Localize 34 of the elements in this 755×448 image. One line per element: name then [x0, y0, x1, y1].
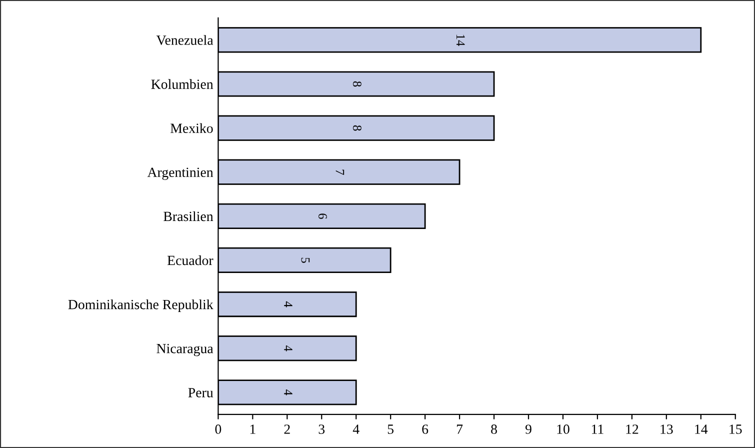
- data-label: 8: [352, 81, 362, 87]
- data-label: 4: [284, 301, 292, 308]
- y-tick-label: Ecuador: [167, 255, 214, 266]
- y-tick-label: Dominikanische Republik: [68, 299, 214, 312]
- x-tick-label: 3: [318, 424, 325, 434]
- x-tick-label: 8: [491, 424, 497, 434]
- data-label: 6: [318, 214, 327, 219]
- y-tick-label: Peru: [188, 388, 214, 398]
- data-label: 4: [284, 389, 292, 396]
- y-tick-label: Venezuela: [156, 35, 214, 45]
- data-label: 4: [284, 345, 292, 352]
- x-tick-label: 0: [215, 424, 222, 434]
- x-tick-label: 10: [557, 424, 570, 434]
- x-tick-label: 9: [525, 424, 532, 434]
- x-tick-label: 6: [422, 424, 428, 434]
- x-tick-label: 12: [626, 424, 638, 434]
- x-tick-label: 15: [730, 424, 742, 434]
- y-tick-label: Brasilien: [164, 211, 214, 222]
- y-tick-label: Argentinien: [147, 168, 214, 180]
- x-tick-label: 1: [250, 424, 256, 434]
- data-label: 7: [336, 170, 344, 175]
- y-tick-label: Mexiko: [170, 123, 213, 134]
- y-tick-label: Nicaragua: [156, 344, 214, 356]
- x-tick-label: 4: [352, 424, 360, 434]
- x-tick-label: 14: [695, 424, 708, 434]
- y-tick-label: Kolumbien: [151, 79, 214, 89]
- x-tick-label: 7: [456, 424, 463, 434]
- data-label: 8: [352, 125, 362, 131]
- x-tick-label: 11: [592, 424, 604, 434]
- x-tick-label: 13: [660, 424, 673, 434]
- data-label: 5: [301, 258, 310, 263]
- x-tick-label: 5: [388, 424, 394, 434]
- x-tick-label: 2: [284, 424, 290, 434]
- data-label: 14: [456, 34, 465, 46]
